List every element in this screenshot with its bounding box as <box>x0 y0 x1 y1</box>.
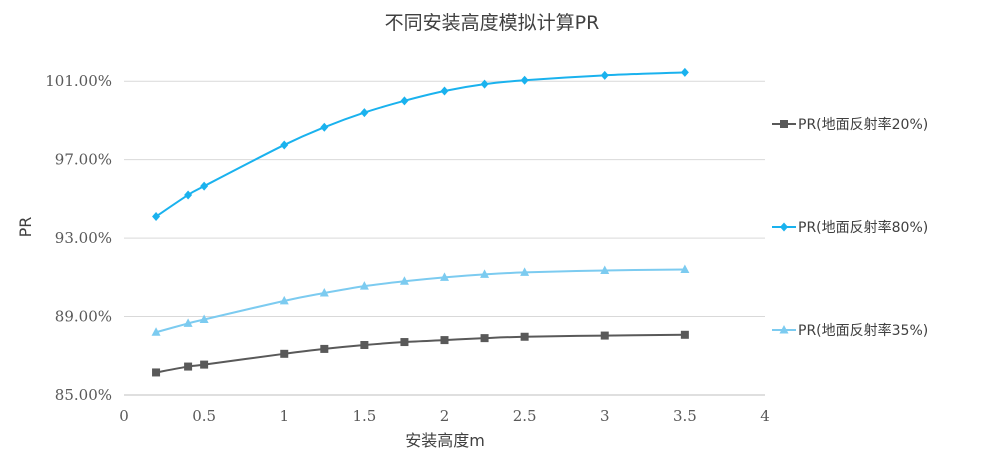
series-markers <box>151 67 690 377</box>
data-point <box>199 314 209 323</box>
data-point <box>320 344 329 353</box>
legend-marker <box>780 120 788 128</box>
x-tick-label: 3 <box>600 407 610 425</box>
data-point <box>359 281 369 290</box>
data-point <box>183 318 193 327</box>
legend-label: PR(地面反射率20%) <box>798 116 928 133</box>
x-tick-label: 1.5 <box>352 407 376 425</box>
data-point <box>200 181 209 191</box>
series-line-0 <box>155 333 685 374</box>
x-tick-label: 1 <box>279 407 289 425</box>
data-point <box>400 338 409 347</box>
data-point <box>680 67 689 77</box>
legend-item: PR(地面反射率35%) <box>772 322 928 339</box>
x-tick-label: 4 <box>760 407 770 425</box>
series-lines <box>155 71 685 374</box>
data-point <box>480 334 489 343</box>
y-axis-title: PR <box>16 217 35 238</box>
data-point <box>279 295 289 305</box>
data-point <box>520 75 529 85</box>
data-point <box>600 331 609 340</box>
y-tick-label: 89.00% <box>55 308 112 326</box>
series-line-1 <box>155 71 685 218</box>
data-point <box>680 264 690 273</box>
data-point <box>680 330 689 339</box>
x-tick-label: 2.5 <box>513 407 537 425</box>
data-point <box>280 140 289 150</box>
y-tick-label: 97.00% <box>55 151 112 169</box>
chart-title: 不同安装高度模拟计算PR <box>385 12 600 34</box>
y-tick-label: 85.00% <box>55 386 112 404</box>
data-point <box>200 360 209 369</box>
data-point <box>319 288 329 297</box>
y-tick-label: 93.00% <box>55 229 112 247</box>
data-point <box>152 212 161 222</box>
grid <box>124 80 765 396</box>
data-point <box>400 96 409 106</box>
x-tick-label: 3.5 <box>673 407 697 425</box>
data-point <box>480 79 489 89</box>
data-point <box>480 269 490 278</box>
data-point <box>184 362 193 371</box>
series-line-2 <box>155 268 685 334</box>
data-point <box>360 108 369 118</box>
legend-label: PR(地面反射率35%) <box>798 322 928 339</box>
legend: PR(地面反射率20%) PR(地面反射率80%) PR(地面反射率35%) <box>772 116 928 339</box>
data-point <box>440 272 449 281</box>
data-point <box>399 276 409 285</box>
x-tick-label: 2 <box>440 407 450 425</box>
data-point <box>184 190 193 200</box>
legend-item: PR(地面反射率20%) <box>772 116 928 133</box>
x-axis-title: 安装高度m <box>405 431 485 450</box>
legend-item: PR(地面反射率80%) <box>772 219 928 236</box>
data-point <box>440 86 449 96</box>
legend-marker <box>780 222 788 232</box>
data-point <box>600 70 609 80</box>
y-tick-labels: 85.00% 89.00% 93.00% 97.00% 101.00% <box>45 72 112 404</box>
y-tick-label: 101.00% <box>45 72 112 90</box>
legend-label: PR(地面反射率80%) <box>798 219 928 236</box>
data-point <box>440 336 449 345</box>
data-point <box>360 340 369 349</box>
data-point <box>320 122 329 132</box>
data-point <box>600 265 610 274</box>
data-point <box>280 349 289 358</box>
x-tick-label: 0 <box>119 407 129 425</box>
data-point <box>152 368 161 377</box>
x-tick-labels: 0 0.5 1 1.5 2 2.5 3 3.5 4 <box>119 407 770 425</box>
data-point <box>520 332 529 341</box>
x-tick-label: 0.5 <box>192 407 216 425</box>
data-point <box>151 327 161 336</box>
data-point <box>520 267 530 276</box>
legend-marker <box>779 325 789 334</box>
